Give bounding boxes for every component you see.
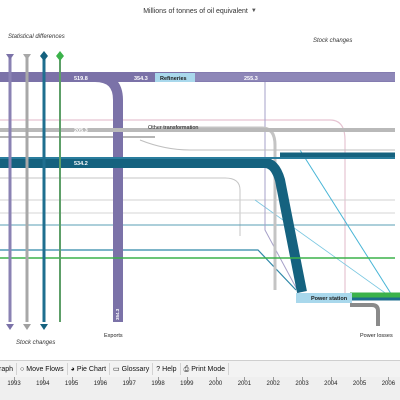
unit-label: Millions of tonnes of oil equivalent bbox=[143, 7, 248, 15]
timeline-tick bbox=[330, 377, 332, 381]
stat-diff-diamond-teal[interactable] bbox=[40, 51, 48, 61]
value-label-519: 519.8 bbox=[74, 76, 88, 82]
power-station-label: Power station bbox=[311, 296, 348, 302]
help-label: Help bbox=[162, 365, 177, 373]
timeline-year-2003[interactable]: 2003 bbox=[295, 381, 309, 387]
power-station-node[interactable] bbox=[296, 293, 352, 303]
power-losses-label: Power losses bbox=[360, 333, 393, 339]
value-label-534: 534.2 bbox=[74, 161, 88, 167]
flow-grey-thin-1[interactable] bbox=[0, 177, 241, 236]
timeline-tick bbox=[273, 377, 275, 381]
timeline-tick bbox=[100, 377, 102, 381]
stock-change-arrow-grey[interactable] bbox=[23, 324, 31, 330]
flow-pink-thin[interactable] bbox=[0, 119, 346, 300]
printer-icon: ⎙ bbox=[183, 365, 190, 373]
flow-teal-main[interactable] bbox=[0, 158, 307, 293]
timeline-tick bbox=[158, 377, 159, 381]
flow-purple-exports[interactable] bbox=[94, 72, 123, 322]
stock-changes-label-top: Stock changes bbox=[313, 38, 353, 44]
timeline-year-2005[interactable]: 2005 bbox=[352, 381, 367, 387]
stock-changes-label-bottom: Stock changes bbox=[16, 340, 56, 346]
energy-flow-diagram: 519.8 354.3 255.3 205.3 534.2 354.3 Refi… bbox=[0, 51, 400, 339]
refineries-node[interactable] bbox=[155, 73, 195, 82]
move-flows-icon: ○ bbox=[20, 365, 25, 373]
timeline-tick bbox=[14, 377, 15, 381]
flow-lightblue-diagonal[interactable] bbox=[299, 149, 396, 301]
move-flows-label: Move Flows bbox=[26, 365, 64, 373]
pie-chart-label: Pie Chart bbox=[76, 365, 107, 373]
other-transformation-label: Other transformation bbox=[148, 125, 198, 131]
timeline-year-2000[interactable]: 2000 bbox=[208, 381, 223, 387]
print-mode-label: Print Mode bbox=[191, 365, 226, 373]
stock-change-arrow-purple[interactable] bbox=[6, 324, 14, 330]
chevron-down-icon: ▼ bbox=[250, 8, 257, 14]
print-mode-button[interactable]: ⎙ Print Mode bbox=[181, 363, 230, 375]
stock-change-arrow-teal[interactable] bbox=[40, 324, 48, 330]
timeline-tick bbox=[42, 377, 44, 381]
value-label-255: 255.3 bbox=[244, 76, 258, 82]
graph-button-label: raph bbox=[0, 365, 14, 373]
timeline-year-2004[interactable]: 2004 bbox=[324, 381, 338, 387]
flow-power-losses[interactable] bbox=[350, 303, 380, 326]
year-timeline[interactable]: 1993 1994 1995 1996 1997 1998 1999 2000 2001 2002… bbox=[0, 377, 400, 400]
refineries-label: Refineries bbox=[160, 76, 187, 82]
exports-label: Exports bbox=[104, 333, 123, 339]
move-flows-button[interactable]: ○ Move Flows bbox=[17, 363, 68, 375]
value-label-354: 354.3 bbox=[134, 76, 148, 82]
timeline-year-1995[interactable]: 1995 bbox=[64, 381, 79, 387]
flow-grey-other-out[interactable] bbox=[160, 126, 277, 290]
timeline-tick bbox=[71, 377, 73, 381]
flow-lightblue-diagonal-2[interactable] bbox=[254, 199, 396, 301]
glossary-label: Glossary bbox=[121, 365, 150, 373]
timeline-tick bbox=[215, 377, 217, 381]
timeline-year-2006[interactable]: 2006 bbox=[381, 381, 396, 387]
timeline-tick bbox=[388, 377, 390, 381]
timeline-tick bbox=[302, 377, 303, 381]
timeline-year-1997[interactable]: 1997 bbox=[122, 381, 136, 387]
glossary-button[interactable]: ▭ Glossary bbox=[110, 363, 154, 375]
timeline-tick bbox=[186, 377, 188, 381]
timeline-year-1996[interactable]: 1996 bbox=[93, 381, 108, 387]
timeline-year-1998[interactable]: 1998 bbox=[151, 381, 165, 387]
flow-lightgrey-mid[interactable] bbox=[139, 139, 395, 151]
timeline-year-1999[interactable]: 1999 bbox=[180, 381, 194, 387]
statistical-differences-label: Statistical differences bbox=[8, 34, 65, 40]
help-button[interactable]: ? Help bbox=[153, 363, 181, 375]
timeline-year-1993[interactable]: 1993 bbox=[7, 381, 21, 387]
timeline-year-1994[interactable]: 1994 bbox=[36, 381, 50, 387]
timeline-tick bbox=[244, 377, 246, 381]
pie-chart-icon: ◕ bbox=[70, 365, 75, 373]
help-icon: ? bbox=[156, 365, 161, 373]
timeline-year-2001[interactable]: 2001 bbox=[237, 381, 252, 387]
toolbar: raph ○ Move Flows ◕ Pie Chart ▭ Glossary… bbox=[0, 360, 400, 378]
graph-button[interactable]: raph bbox=[0, 363, 18, 375]
stat-diff-diamond-green[interactable] bbox=[56, 51, 64, 61]
flow-teal-thin-low[interactable] bbox=[0, 249, 297, 291]
unit-selector[interactable]: Millions of tonnes of oil equivalent ▼ bbox=[0, 4, 400, 18]
pie-chart-button[interactable]: ◕ Pie Chart bbox=[68, 363, 111, 375]
value-label-205: 205.3 bbox=[74, 128, 88, 134]
stat-diff-arrow-purple[interactable] bbox=[6, 54, 14, 60]
timeline-tick bbox=[129, 377, 131, 381]
book-icon: ▭ bbox=[113, 365, 120, 373]
value-label-exports: 354.3 bbox=[115, 308, 120, 320]
timeline-tick bbox=[359, 377, 361, 381]
stat-diff-arrow-grey[interactable] bbox=[23, 54, 31, 60]
timeline-year-2002[interactable]: 2002 bbox=[266, 381, 280, 387]
